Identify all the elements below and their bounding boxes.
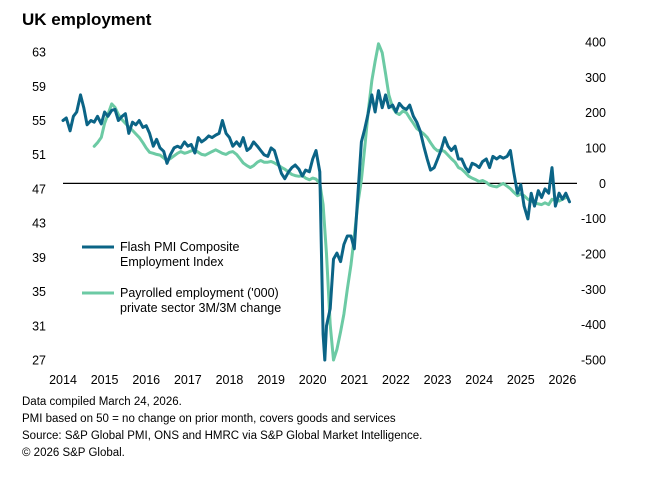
x-axis-tick-label: 2021 — [340, 373, 368, 387]
left-axis-tick-label: 55 — [32, 114, 46, 128]
chart: 63 59 55 51 47 43 39 35 31 27 400 300 200 100 0 -100 -2… — [32, 36, 606, 387]
chart-notes: Data compiled March 24, 2026. PMI based … — [22, 394, 422, 462]
series-line-payrolled-employment — [92, 42, 568, 362]
right-axis-tick-label: -300 — [581, 283, 606, 297]
legend-label: Employment Index — [120, 255, 224, 269]
right-axis-tick-label: 100 — [585, 142, 606, 156]
x-axis-tick-label: 2019 — [257, 373, 285, 387]
x-axis: 2014 2015 2016 2017 2018 2019 2020 2021 2022 2023… — [49, 373, 576, 387]
right-axis-tick-label: 200 — [585, 106, 606, 120]
x-axis-tick-label: 2024 — [465, 373, 493, 387]
right-axis-tick-label: -500 — [581, 354, 606, 368]
right-axis: 400 300 200 100 0 -100 -200 -300 -400 -500 — [581, 36, 606, 368]
left-axis-tick-label: 47 — [32, 182, 46, 196]
x-axis-tick-label: 2017 — [174, 373, 202, 387]
x-axis-tick-label: 2018 — [216, 373, 244, 387]
note-line: © 2026 S&P Global. — [22, 447, 125, 459]
x-axis-tick-label: 2015 — [91, 373, 119, 387]
legend-label: Payrolled employment ('000) — [120, 286, 279, 300]
left-axis-tick-label: 27 — [32, 354, 46, 368]
legend-label: private sector 3M/3M change — [120, 301, 281, 315]
right-axis-tick-label: -100 — [581, 212, 606, 226]
right-axis-tick-label: 0 — [599, 177, 606, 191]
series-line-pmi-employment — [61, 89, 571, 362]
right-axis-tick-label: 300 — [585, 71, 606, 85]
x-axis-tick-label: 2022 — [382, 373, 410, 387]
series-layer — [61, 42, 571, 362]
left-axis-tick-label: 31 — [32, 319, 46, 333]
x-axis-tick-label: 2014 — [49, 373, 77, 387]
right-axis-tick-label: -200 — [581, 248, 606, 262]
x-axis-tick-label: 2020 — [299, 373, 327, 387]
x-axis-tick-label: 2025 — [507, 373, 535, 387]
right-axis-tick-label: -400 — [581, 318, 606, 332]
x-axis-tick-label: 2016 — [132, 373, 160, 387]
x-axis-tick-label: 2023 — [424, 373, 452, 387]
x-axis-tick-label: 2026 — [549, 373, 577, 387]
left-axis-tick-label: 59 — [32, 80, 46, 94]
left-axis-tick-label: 35 — [32, 285, 46, 299]
left-axis-tick-label: 39 — [32, 251, 46, 265]
note-line: PMI based on 50 = no change on prior mon… — [22, 413, 396, 425]
left-axis-tick-label: 43 — [32, 217, 46, 231]
note-line: Data compiled March 24, 2026. — [22, 396, 182, 408]
left-axis: 63 59 55 51 47 43 39 35 31 27 — [32, 46, 46, 368]
left-axis-tick-label: 51 — [32, 148, 46, 162]
chart-title: UK employment — [22, 10, 152, 29]
right-axis-tick-label: 400 — [585, 36, 606, 50]
legend-label: Flash PMI Composite — [120, 240, 240, 254]
note-line: Source: S&P Global PMI, ONS and HMRC via… — [22, 430, 423, 442]
left-axis-tick-label: 63 — [32, 46, 46, 60]
